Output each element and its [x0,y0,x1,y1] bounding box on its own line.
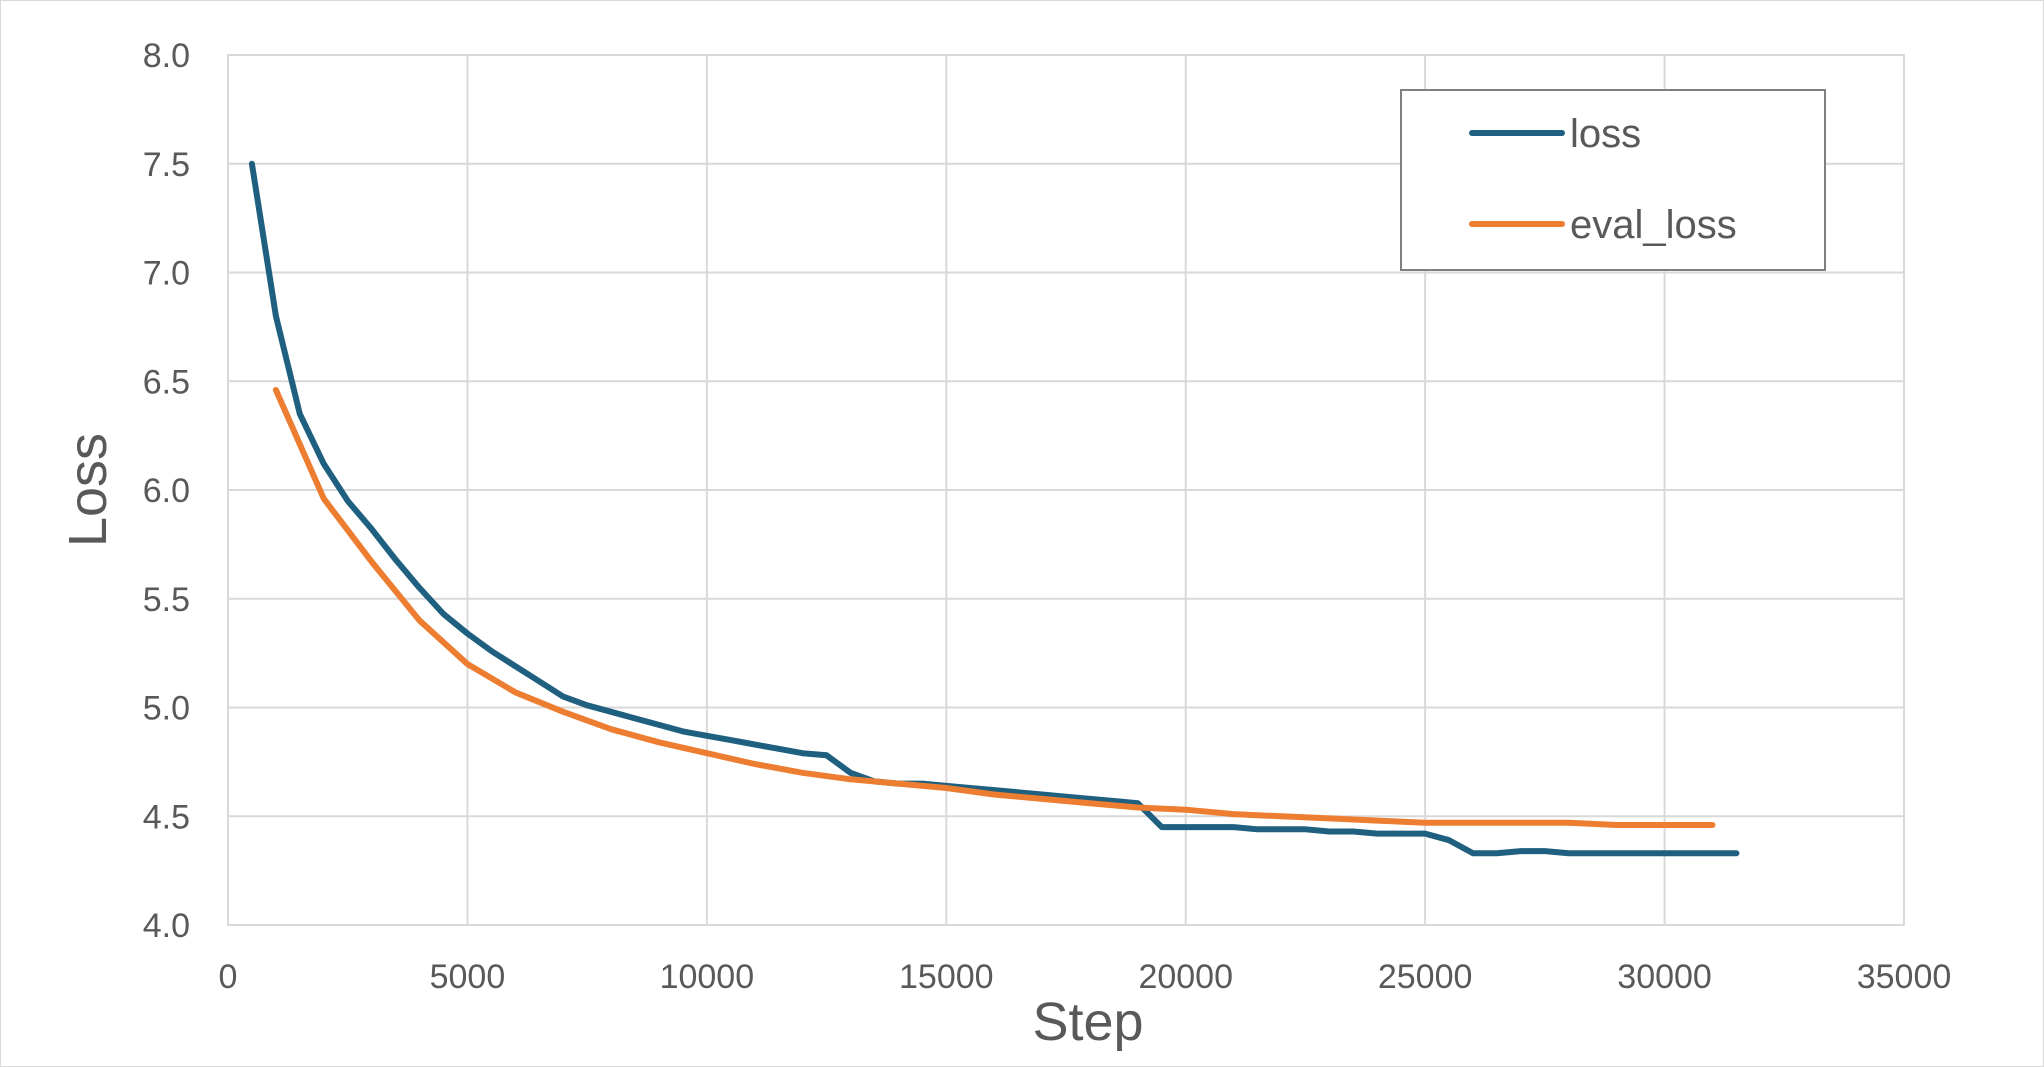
y-axis-title: Loss [58,433,118,547]
y-tick-label: 8.0 [143,37,190,75]
x-tick-label: 20000 [1138,958,1233,996]
x-tick-label: 15000 [899,958,994,996]
series-lines [248,160,1740,857]
y-tick-label: 5.5 [143,581,190,619]
x-axis-ticks: 0 5000 10000 15000 20000 25000 30000 35000 [219,958,1952,996]
x-tick-label: 5000 [430,958,506,996]
y-tick-label: 7.5 [143,146,190,184]
y-tick-label: 4.5 [143,798,190,836]
series-line-eval-loss [272,387,1716,828]
y-tick-label: 6.0 [143,472,190,510]
x-tick-label: 30000 [1617,958,1712,996]
legend: loss eval_loss [1400,89,1826,271]
x-tick-label: 35000 [1857,958,1952,996]
y-tick-label: 4.0 [143,907,190,945]
x-tick-label: 0 [219,958,238,996]
y-axis-ticks: 4.0 4.5 5.0 5.5 6.0 6.5 7.0 7.5 8.0 [143,37,190,945]
plot-area [227,54,1905,926]
y-tick-label: 6.5 [143,363,190,401]
legend-label-eval-loss: eval_loss [1570,203,1737,247]
legend-box [1400,89,1826,271]
x-axis-title: Step [1032,992,1143,1052]
y-tick-label: 5.0 [143,690,190,728]
legend-label-loss: loss [1570,112,1641,156]
x-tick-label: 10000 [660,958,755,996]
x-tick-label: 25000 [1378,958,1473,996]
y-tick-label: 7.0 [143,255,190,293]
series-line-loss [248,160,1740,857]
